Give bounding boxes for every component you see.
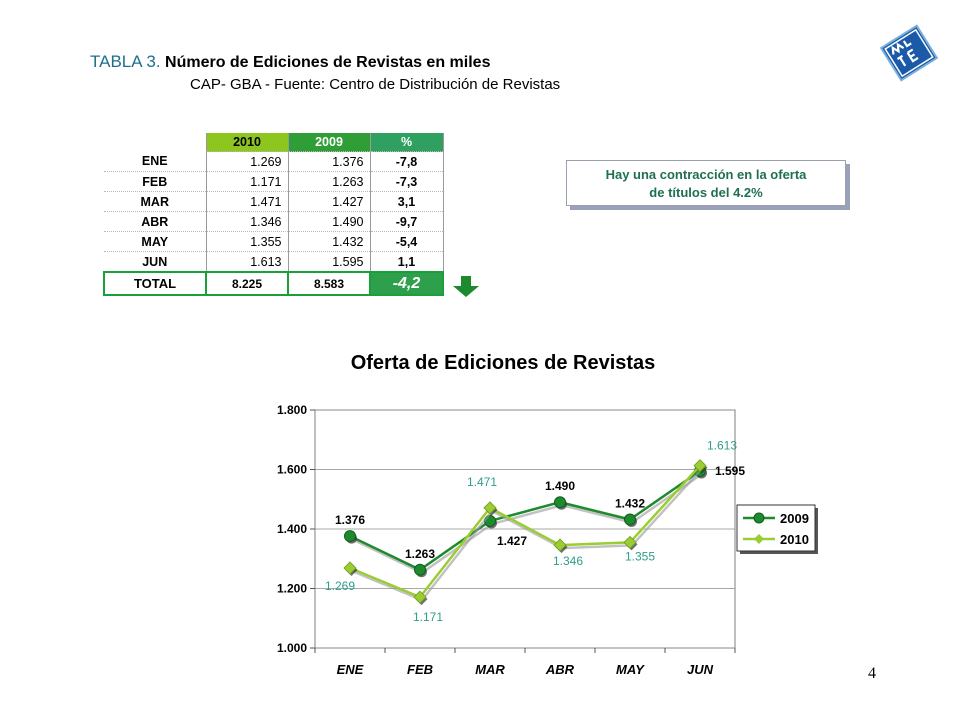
data-label: 1.346 [553,554,583,568]
series-2010-shadow [351,467,703,602]
data-label: 1.595 [715,464,745,478]
y-tick-label: 1.400 [277,522,307,536]
series-2009-point [344,530,356,543]
legend-label-2009: 2009 [780,511,809,526]
row-percent: -7,3 [370,171,444,192]
note-line-2: de títulos del 4.2% [649,185,763,200]
data-label: 1.263 [405,547,435,561]
row-2010: 1.355 [206,231,289,252]
total-2009: 8.583 [287,271,371,296]
series-2010-point [413,590,427,604]
down-arrow-icon [453,276,479,297]
row-2009: 1.263 [288,171,371,192]
row-percent: -7,8 [370,151,444,172]
series-2009-line [349,469,701,572]
series-2009-point [554,496,566,509]
row-2010: 1.471 [206,191,289,212]
x-tick-label: MAY [616,662,645,677]
data-label: 1.427 [497,534,527,548]
header-percent: % [370,133,444,152]
row-2009: 1.432 [288,231,371,252]
contraction-note: Hay una contracción en la oferta de títu… [566,160,846,206]
series-2009-shadow [351,472,703,575]
row-2009: 1.427 [288,191,371,212]
y-tick-label: 1.800 [277,403,307,417]
row-2010: 1.269 [206,151,289,172]
page-number: 4 [868,665,876,682]
total-percent: -4,2 [369,271,444,296]
row-month: ABR [104,211,207,232]
y-tick-label: 1.200 [277,582,307,596]
row-percent: -9,7 [370,211,444,232]
table-header-row: 2010 2009 % [104,133,444,152]
data-label: 1.490 [545,479,575,493]
chart-title: Oferta de Ediciones de Revistas [350,352,656,374]
row-percent: 3,1 [370,191,444,212]
legend-label-2010: 2010 [780,532,809,547]
y-tick-label: 1.000 [277,641,307,655]
series-2009-point [624,513,636,526]
data-label: 1.171 [413,610,443,624]
legend-marker-2010 [754,534,764,544]
total-2010: 8.225 [205,271,289,296]
table-row: ENE 1.269 1.376 -7,8 [104,151,444,172]
row-month: FEB [104,171,207,192]
series-2010-point [553,538,567,552]
row-month: MAR [104,191,207,212]
table-total-row: TOTAL 8.225 8.583 -4,2 [103,271,444,296]
x-tick-label: ENE [337,662,364,677]
series-2010-line [349,464,701,599]
note-line-1: Hay una contracción en la oferta [605,167,807,182]
series-2010-point [623,535,637,549]
row-2009: 1.595 [288,251,371,273]
series-2009-point [414,563,426,576]
row-month: JUN [104,251,207,273]
data-label: 1.471 [467,475,497,489]
data-label: 1.376 [335,513,365,527]
data-label: 1.613 [707,439,737,453]
data-label: 1.269 [325,579,355,593]
x-tick-label: MAR [475,662,505,677]
series-2010-point [693,459,707,473]
table-title-lead: TABLA 3. [90,52,161,71]
table-title-text: Número de Ediciones de Revistas en miles [160,54,491,71]
legend-box [736,504,816,552]
editions-table: 2010 2009 % ENE 1.269 1.376 -7,8 FEB 1.1… [103,133,444,296]
table-row: ABR 1.346 1.490 -9,7 [104,211,444,232]
legend-marker-2009 [753,512,765,524]
x-tick-label: ABR [545,662,575,677]
table-row: MAR 1.471 1.427 3,1 [104,191,444,212]
data-label: 1.355 [625,549,655,563]
row-percent: -5,4 [370,231,444,252]
row-month: ENE [104,151,207,172]
table-row: FEB 1.171 1.263 -7,3 [104,171,444,192]
header-2010: 2010 [206,133,289,152]
row-month: MAY [104,231,207,252]
y-tick-label: 1.600 [277,463,307,477]
logo-icon [879,24,939,82]
row-2010: 1.346 [206,211,289,232]
table-subtitle: CAP- GBA - Fuente: Centro de Distribució… [190,76,561,93]
row-2009: 1.376 [288,151,371,172]
table-row: JUN 1.613 1.595 1,1 [104,251,444,273]
x-tick-label: JUN [687,662,714,677]
series-2010-point [483,501,497,515]
table-header-blank [104,133,207,152]
table-row: MAY 1.355 1.432 -5,4 [104,231,444,252]
x-tick-label: FEB [407,662,433,677]
table-title: TABLA 3. Número de Ediciones de Revistas… [90,52,490,72]
series-2010-point [343,561,357,575]
header-2009: 2009 [288,133,371,152]
row-2010: 1.171 [206,171,289,192]
data-label: 1.432 [615,496,645,510]
total-label: TOTAL [103,271,207,296]
row-2009: 1.490 [288,211,371,232]
